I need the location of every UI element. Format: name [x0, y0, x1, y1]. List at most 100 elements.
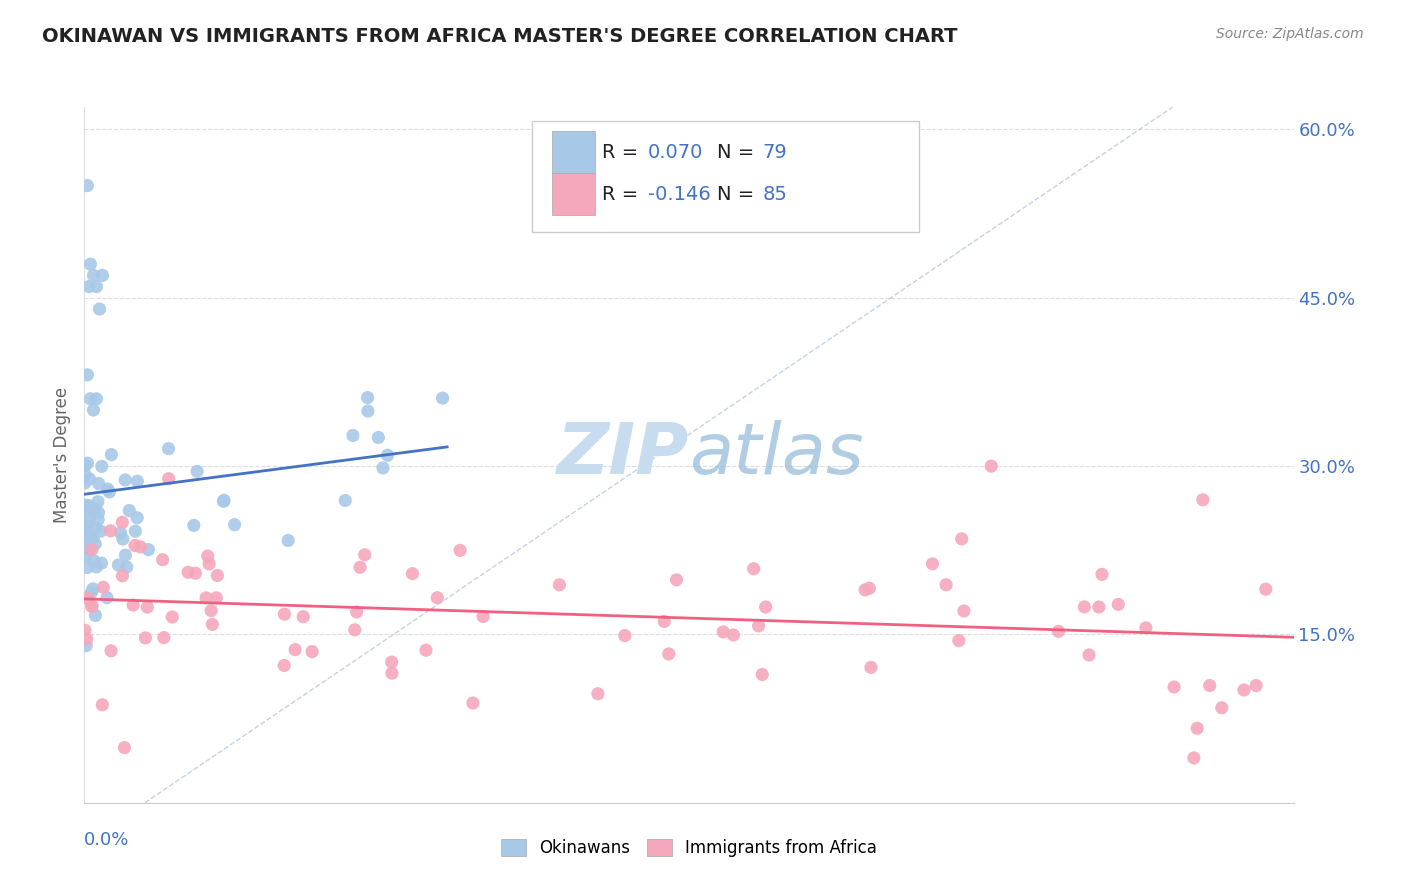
- Point: [335, 493, 357, 508]
- Point: [79, 392, 101, 406]
- Point: [200, 604, 222, 618]
- Point: [748, 619, 770, 633]
- Point: [111, 569, 134, 583]
- Point: [127, 474, 149, 488]
- Point: [921, 557, 943, 571]
- Point: [157, 472, 180, 486]
- FancyBboxPatch shape: [531, 121, 918, 232]
- Point: [1073, 599, 1095, 614]
- Point: [1187, 721, 1209, 735]
- Point: [586, 687, 609, 701]
- Point: [84, 520, 107, 534]
- Point: [124, 539, 146, 553]
- Point: [77, 504, 100, 518]
- Point: [73, 498, 96, 512]
- Point: [90, 524, 112, 538]
- Text: atlas: atlas: [689, 420, 863, 490]
- Point: [201, 617, 224, 632]
- Point: [665, 573, 688, 587]
- Point: [79, 257, 101, 271]
- Point: [76, 456, 98, 470]
- Point: [98, 484, 121, 499]
- Point: [1211, 700, 1233, 714]
- Point: [377, 448, 399, 462]
- Point: [751, 667, 773, 681]
- Point: [212, 493, 235, 508]
- Point: [136, 600, 159, 615]
- Point: [82, 268, 104, 283]
- Point: [980, 459, 1002, 474]
- Point: [157, 442, 180, 456]
- Point: [80, 599, 103, 613]
- Legend: Okinawans, Immigrants from Africa: Okinawans, Immigrants from Africa: [494, 832, 884, 864]
- Point: [224, 517, 246, 532]
- Point: [177, 566, 200, 580]
- Point: [346, 605, 368, 619]
- FancyBboxPatch shape: [553, 173, 595, 215]
- Point: [76, 368, 98, 382]
- Point: [107, 558, 129, 572]
- Point: [127, 510, 149, 524]
- Point: [114, 548, 136, 562]
- Point: [76, 529, 98, 543]
- Point: [75, 536, 97, 550]
- Point: [153, 631, 176, 645]
- Point: [79, 530, 101, 544]
- Text: Source: ZipAtlas.com: Source: ZipAtlas.com: [1216, 27, 1364, 41]
- Point: [284, 642, 307, 657]
- Point: [76, 518, 98, 533]
- Text: N =: N =: [717, 143, 761, 161]
- Y-axis label: Master's Degree: Master's Degree: [53, 387, 72, 523]
- Point: [96, 591, 118, 605]
- Point: [613, 629, 636, 643]
- Text: R =: R =: [602, 185, 644, 203]
- Point: [1254, 582, 1277, 597]
- Point: [723, 628, 745, 642]
- Point: [111, 516, 134, 530]
- Text: 79: 79: [762, 143, 787, 161]
- Point: [353, 548, 375, 562]
- Point: [114, 740, 136, 755]
- Point: [1091, 567, 1114, 582]
- Point: [75, 639, 97, 653]
- Point: [1078, 648, 1101, 662]
- Point: [86, 279, 108, 293]
- Point: [381, 666, 404, 681]
- Point: [183, 518, 205, 533]
- Point: [90, 459, 112, 474]
- Point: [1233, 683, 1256, 698]
- Point: [205, 591, 228, 605]
- Point: [186, 464, 208, 478]
- Point: [950, 532, 973, 546]
- Point: [548, 578, 571, 592]
- Point: [152, 552, 174, 566]
- Point: [100, 644, 122, 658]
- Point: [73, 537, 96, 551]
- Point: [77, 499, 100, 513]
- Point: [73, 476, 96, 491]
- Point: [652, 615, 675, 629]
- Text: -0.146: -0.146: [648, 185, 710, 203]
- Point: [79, 536, 101, 550]
- Point: [76, 178, 98, 193]
- Point: [80, 585, 103, 599]
- Text: 0.070: 0.070: [648, 143, 703, 161]
- Point: [82, 582, 104, 596]
- Point: [124, 524, 146, 539]
- Point: [342, 428, 364, 442]
- Point: [853, 582, 876, 597]
- Point: [75, 549, 97, 563]
- Point: [91, 580, 114, 594]
- Point: [79, 530, 101, 544]
- Point: [1163, 680, 1185, 694]
- Point: [461, 696, 484, 710]
- Point: [82, 403, 104, 417]
- Point: [449, 543, 471, 558]
- Point: [76, 560, 98, 574]
- Point: [277, 533, 299, 548]
- FancyBboxPatch shape: [553, 131, 595, 173]
- Point: [111, 532, 134, 546]
- Point: [134, 631, 156, 645]
- Point: [426, 591, 449, 605]
- Point: [87, 476, 110, 491]
